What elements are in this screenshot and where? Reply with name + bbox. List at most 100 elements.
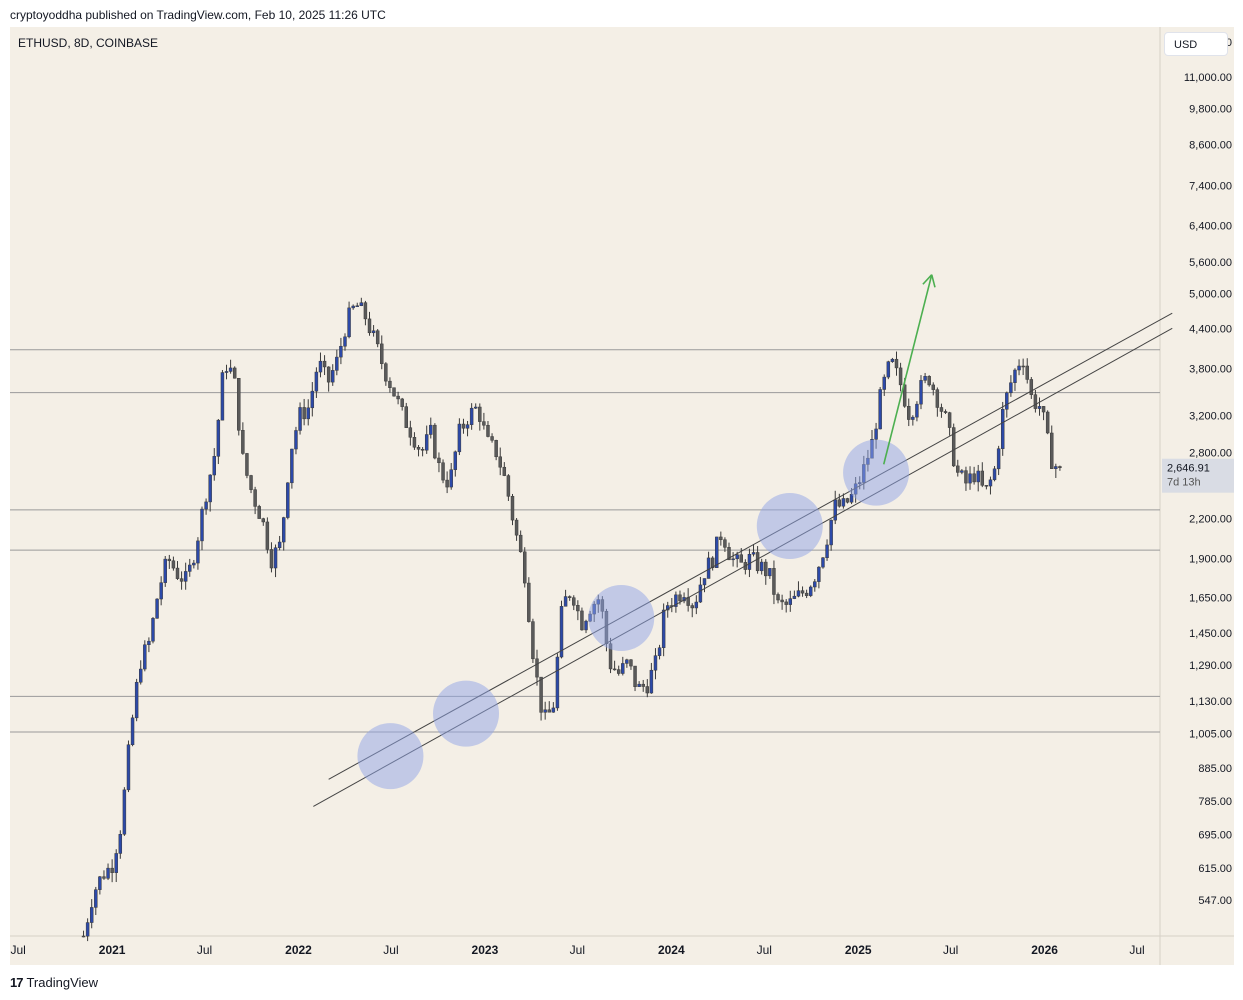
candle-body: [1025, 365, 1029, 380]
candle-body: [151, 618, 155, 642]
candle-body: [269, 549, 274, 569]
candle-body: [514, 519, 519, 536]
candle-body: [208, 474, 212, 503]
candle-body: [931, 384, 935, 390]
candle-body: [331, 370, 335, 383]
candle-body: [637, 683, 641, 687]
candle-body: [449, 469, 453, 488]
candle-body: [555, 656, 560, 709]
candle-body: [768, 568, 772, 577]
candle-body: [755, 552, 760, 572]
candle-body: [335, 356, 339, 371]
tradingview-logo[interactable]: 17 TradingView: [10, 975, 98, 990]
candle-body: [1041, 406, 1046, 413]
candle-body: [1050, 432, 1054, 469]
candle-body: [159, 582, 163, 600]
candle-body: [1054, 466, 1058, 469]
candle-body: [478, 406, 482, 422]
candle-body: [976, 470, 980, 483]
touch-circle: [433, 680, 500, 747]
x-tick-label: Jul: [570, 943, 585, 957]
candle-body: [453, 451, 458, 470]
candle-body: [1058, 466, 1062, 468]
candle-body: [829, 519, 833, 546]
candle-body: [735, 554, 739, 560]
chart-area[interactable]: 12,500.0011,000.009,800.008,600.007,400.…: [10, 27, 1234, 965]
y-tick-label: 785.00: [1198, 796, 1232, 808]
candle-body: [531, 621, 535, 660]
x-axis-ticks: Jul 2021 Jul 2022 Jul 2023 Jul 2024 Jul 2025 Jul 20…: [10, 943, 1144, 957]
countdown-label: 7d 13h: [1167, 477, 1201, 489]
y-tick-label: 547.00: [1198, 895, 1232, 907]
candle-body: [412, 437, 417, 448]
candle-body: [523, 551, 527, 584]
x-tick-label: Jul: [943, 943, 958, 957]
candle-body: [960, 470, 964, 473]
candle-body: [817, 566, 821, 582]
x-tick-label: 2022: [285, 943, 312, 957]
candle-body: [649, 669, 654, 694]
candle-body: [143, 644, 147, 670]
price-chart[interactable]: 12,500.0011,000.009,800.008,600.007,400.…: [10, 27, 1234, 965]
candle-body: [433, 424, 437, 459]
candle-body: [964, 470, 968, 484]
candle-body: [788, 598, 793, 605]
candle-body: [612, 668, 617, 671]
y-tick-label: 2,800.00: [1189, 447, 1232, 459]
candle-body: [510, 496, 515, 521]
x-tick-label: Jul: [757, 943, 772, 957]
candle-body: [359, 302, 364, 306]
currency-button[interactable]: USD: [1164, 32, 1228, 56]
candle-body: [122, 789, 127, 835]
candle-body: [204, 501, 208, 510]
candle-body: [465, 424, 470, 429]
candle-body: [886, 361, 891, 378]
horizontal-levels: [10, 27, 1234, 965]
candles: [81, 297, 1062, 942]
candle-body: [192, 562, 196, 566]
candle-body: [482, 421, 486, 426]
candle-body: [420, 449, 425, 451]
y-tick-label: 6,400.00: [1189, 221, 1232, 233]
candle-body: [527, 582, 531, 622]
candle-body: [326, 366, 331, 383]
candle-body: [388, 380, 392, 388]
candle-body: [245, 453, 249, 476]
candle-body: [539, 676, 543, 713]
symbol-label: ETHUSD, 8D, COINBASE: [18, 36, 159, 50]
candle-body: [188, 564, 192, 572]
candle-body: [641, 683, 645, 687]
candle-body: [102, 876, 106, 879]
candle-body: [943, 411, 948, 413]
candle-body: [310, 390, 315, 409]
candle-body: [257, 506, 261, 519]
candle-body: [486, 424, 490, 437]
candle-body: [81, 935, 86, 938]
publication-header: cryptoyoddha published on TradingView.co…: [10, 8, 386, 22]
candle-body: [200, 508, 204, 542]
projection-arrow: [882, 274, 936, 465]
candle-body: [375, 330, 380, 345]
candle-body: [984, 485, 989, 487]
candle-body: [988, 479, 993, 487]
candle-body: [927, 376, 931, 386]
y-tick-label: 11,000.00: [1184, 72, 1232, 84]
candle-body: [535, 658, 539, 678]
candle-body: [951, 427, 956, 467]
candle-body: [290, 448, 294, 484]
arrow-head: [922, 274, 933, 285]
candle-body: [237, 378, 241, 431]
candle-body: [110, 867, 114, 873]
candle-body: [841, 498, 846, 507]
candle-body: [584, 620, 588, 631]
candle-body: [473, 406, 478, 409]
candle-body: [212, 456, 216, 476]
candle-body: [363, 302, 368, 320]
candle-body: [490, 436, 494, 441]
candle-body: [739, 554, 743, 563]
candle-body: [298, 407, 302, 431]
candle-body: [196, 540, 200, 564]
x-tick-label: 2021: [99, 943, 126, 957]
candle-body: [457, 423, 462, 453]
candle-body: [322, 360, 327, 368]
